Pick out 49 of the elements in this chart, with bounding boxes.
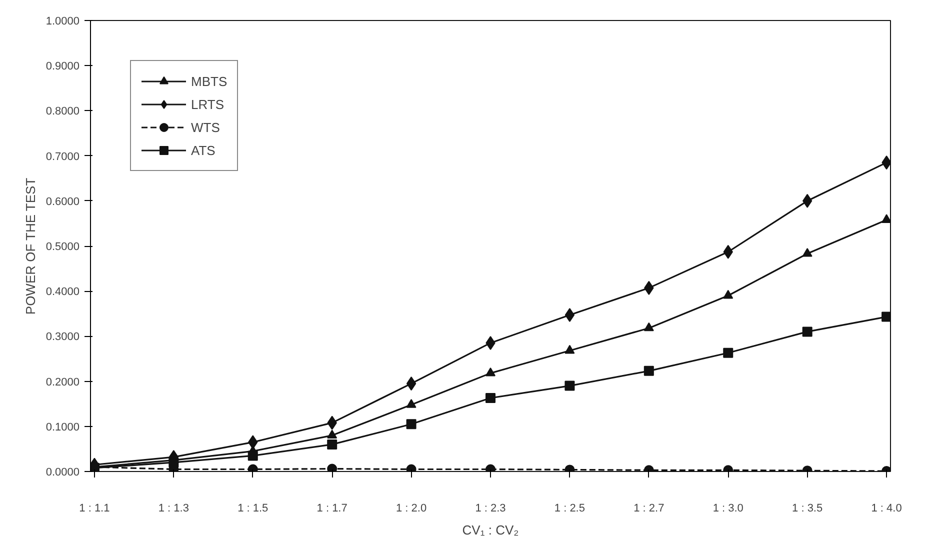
point [406, 419, 416, 430]
y-tick-label: 0.4000 [46, 286, 80, 298]
x-tick-label: 1 : 2.5 [554, 502, 585, 514]
point [723, 290, 734, 299]
legend-label: LRTS [191, 96, 224, 112]
point [802, 248, 812, 257]
y-tick-label: 0.0000 [46, 466, 80, 478]
y-tick-label: 0.6000 [46, 196, 80, 208]
x-axis-title: CV₁ : CV₂ [462, 522, 519, 538]
y-tick-label: 0.1000 [46, 421, 80, 434]
point [486, 392, 496, 403]
y-tick-label: 1.0000 [46, 16, 80, 28]
x-tick-label: 1 : 1.1 [79, 502, 110, 514]
y-tick-label: 0.7000 [46, 150, 80, 163]
y-tick-label: 0.5000 [46, 241, 80, 253]
y-tick-label: 0.3000 [46, 331, 80, 344]
point [327, 464, 338, 472]
x-tick-label: 1 : 1.7 [316, 502, 348, 514]
y-axis-title: POWER OF THE TEST [22, 178, 38, 315]
point [327, 439, 338, 450]
y-tick-label: 0.8000 [46, 106, 80, 118]
x-tick-label: 1 : 3.0 [712, 502, 744, 514]
y-tick-label: 0.9000 [46, 60, 80, 73]
point [644, 366, 654, 376]
point [882, 312, 890, 322]
x-tick-label: 1 : 1.3 [158, 502, 189, 514]
point [327, 430, 338, 439]
point [644, 322, 654, 332]
point [723, 348, 734, 358]
point [248, 450, 258, 461]
point [564, 380, 575, 391]
legend-label: MBTS [191, 74, 228, 88]
x-tick-label: 1 : 1.5 [238, 502, 268, 514]
legend-label: ATS [191, 142, 216, 158]
point [564, 308, 575, 322]
point [802, 326, 812, 337]
x-tick-label: 1 : 3.5 [792, 502, 823, 514]
point [486, 367, 496, 376]
point [168, 457, 179, 468]
y-tick-label: 0.2000 [46, 376, 80, 388]
point [406, 399, 416, 408]
x-tick-label: 1 : 2.3 [475, 502, 506, 514]
x-tick-label: 1 : 2.0 [396, 502, 427, 514]
point [882, 214, 890, 223]
point [406, 376, 416, 391]
x-tick-label: 1 : 4.0 [871, 502, 902, 514]
legend-label: WTS [191, 120, 220, 134]
x-tick-label: 1 : 2.7 [634, 502, 664, 514]
point [564, 344, 575, 354]
